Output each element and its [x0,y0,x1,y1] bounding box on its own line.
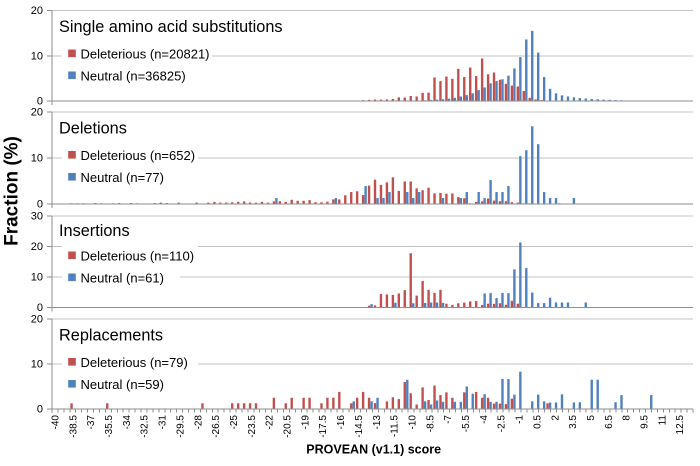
svg-text:-5.5: -5.5 [461,415,472,433]
svg-text:30: 30 [31,211,43,223]
svg-text:Deleterious (n=110): Deleterious (n=110) [81,248,195,263]
svg-text:Fraction (%): Fraction (%) [2,136,23,246]
svg-text:20: 20 [31,5,43,17]
svg-text:-38.5: -38.5 [68,415,79,438]
svg-text:20: 20 [31,314,43,326]
svg-text:10: 10 [31,50,43,62]
svg-text:-22: -22 [265,415,276,430]
svg-text:-14.5: -14.5 [354,415,365,438]
svg-text:PROVEAN (v1.1) score: PROVEAN (v1.1) score [306,443,441,457]
svg-text:Single amino acid substitution: Single amino acid substitutions [59,18,283,36]
svg-text:-35.5: -35.5 [104,415,115,438]
svg-text:-10: -10 [407,415,418,430]
svg-text:-23.5: -23.5 [247,415,258,438]
svg-text:0: 0 [37,302,43,314]
svg-text:10: 10 [31,153,43,165]
svg-text:Neutral (n=59): Neutral (n=59) [81,377,164,392]
svg-text:-34: -34 [122,415,133,430]
svg-text:Neutral (n=61): Neutral (n=61) [81,270,164,285]
svg-text:-40: -40 [50,415,61,430]
svg-text:-25: -25 [229,415,240,430]
svg-text:-28: -28 [193,415,204,430]
svg-text:Neutral (n=77): Neutral (n=77) [81,170,164,185]
svg-text:-19: -19 [300,415,311,430]
svg-text:Deleterious (n=652): Deleterious (n=652) [81,148,196,163]
svg-text:Neutral (n=36825): Neutral (n=36825) [81,68,186,83]
svg-text:2: 2 [550,415,561,421]
svg-text:-4: -4 [479,415,490,424]
svg-text:-1: -1 [515,415,526,424]
svg-text:Deleterious (n=20821): Deleterious (n=20821) [81,46,210,61]
svg-text:10: 10 [31,359,43,371]
svg-text:3.5: 3.5 [568,415,579,429]
svg-text:Deletions: Deletions [59,120,127,138]
svg-text:10: 10 [31,272,43,284]
svg-text:6.5: 6.5 [604,415,615,429]
svg-text:20: 20 [31,241,43,253]
svg-text:-20.5: -20.5 [283,415,294,438]
svg-text:-7: -7 [443,415,454,424]
svg-text:0: 0 [37,199,43,211]
svg-text:-17.5: -17.5 [318,415,329,438]
svg-text:8: 8 [622,415,633,421]
svg-text:-32.5: -32.5 [140,415,151,438]
svg-text:-37: -37 [86,415,97,430]
svg-text:Deleterious (n=79): Deleterious (n=79) [81,355,188,370]
svg-text:Insertions: Insertions [59,222,130,240]
svg-text:-29.5: -29.5 [175,415,186,438]
svg-text:-31: -31 [158,415,169,430]
svg-text:20: 20 [31,107,43,119]
svg-text:5: 5 [586,415,597,421]
svg-text:-8.5: -8.5 [425,415,436,433]
svg-text:-2.5: -2.5 [497,415,508,433]
svg-text:-13: -13 [372,415,383,430]
svg-text:0: 0 [37,96,43,108]
svg-text:Replacements: Replacements [59,327,163,345]
svg-text:0: 0 [37,404,43,416]
svg-text:11: 11 [657,415,668,426]
svg-text:-11.5: -11.5 [390,415,401,437]
svg-text:-16: -16 [336,415,347,430]
svg-text:9.5: 9.5 [640,415,651,429]
svg-text:0.5: 0.5 [532,415,543,429]
svg-text:12.5: 12.5 [675,415,686,435]
svg-text:-26.5: -26.5 [211,415,222,438]
